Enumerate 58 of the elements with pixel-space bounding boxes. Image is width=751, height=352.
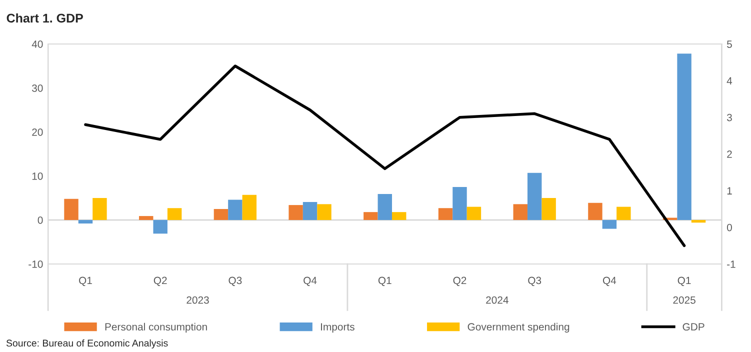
y-tick-label: 10 [32, 172, 43, 180]
bar [139, 216, 154, 220]
bar [302, 202, 318, 220]
bar [438, 208, 453, 220]
chart-title: Chart 1. GDP [6, 13, 83, 23]
bar [317, 204, 332, 220]
bar [153, 220, 168, 234]
legend-label: Government spending [468, 322, 570, 333]
bar [64, 198, 78, 220]
y2-tick-label: 3 [726, 114, 732, 122]
x-tick-label: Q1 [678, 276, 691, 286]
bar [378, 194, 392, 220]
y-tick-label: 30 [32, 84, 43, 92]
text: 2024 [486, 296, 508, 304]
bar [364, 212, 378, 220]
x-tick-label: Q1 [79, 276, 92, 286]
legend-label: Personal consumption [105, 322, 207, 333]
y2-tick-label: 4 [726, 77, 732, 84]
y2-tick-label: -1 [727, 260, 736, 268]
bar [602, 220, 617, 229]
bar [242, 194, 257, 220]
bar [214, 209, 228, 220]
y2-tick-label: 0 [726, 224, 732, 232]
x-tick-label: Q1 [378, 276, 392, 286]
line-series [84, 64, 686, 248]
bar [228, 200, 242, 220]
bar [288, 205, 303, 220]
bar [542, 198, 556, 220]
bar [392, 212, 406, 220]
y2-tick-label: 2 [727, 150, 732, 158]
bar [78, 220, 93, 224]
bar [616, 206, 631, 220]
bar [167, 208, 182, 220]
bar [588, 202, 602, 220]
x-tick-label: Q3 [528, 276, 542, 286]
legend-label: GDP [682, 323, 704, 331]
bar [527, 172, 542, 220]
y-tick-label: -10 [28, 260, 43, 268]
bar [513, 204, 528, 220]
x-tick-label: Q4 [304, 276, 317, 286]
bar [92, 198, 107, 220]
y2-tick-label: 5 [726, 40, 732, 48]
y-tick-label: 0 [38, 216, 43, 224]
legend-label: Imports [321, 323, 354, 333]
bar [691, 220, 706, 223]
x-tick-label: Q4 [602, 276, 616, 286]
x-tick-label: Q2 [453, 276, 466, 286]
x-tick-label: Q2 [154, 276, 167, 286]
text: 2025 [673, 296, 696, 304]
y-tick-label: 40 [32, 40, 43, 48]
source-note: Source: Bureau of Economic Analysis [6, 339, 168, 348]
x-tick-label: Q3 [228, 276, 242, 286]
y2-tick-label: 1 [727, 187, 732, 194]
text: 2023 [186, 296, 209, 304]
bar [452, 187, 467, 220]
bar [677, 54, 692, 220]
y-tick-label: 20 [32, 128, 43, 136]
bar [466, 206, 482, 220]
